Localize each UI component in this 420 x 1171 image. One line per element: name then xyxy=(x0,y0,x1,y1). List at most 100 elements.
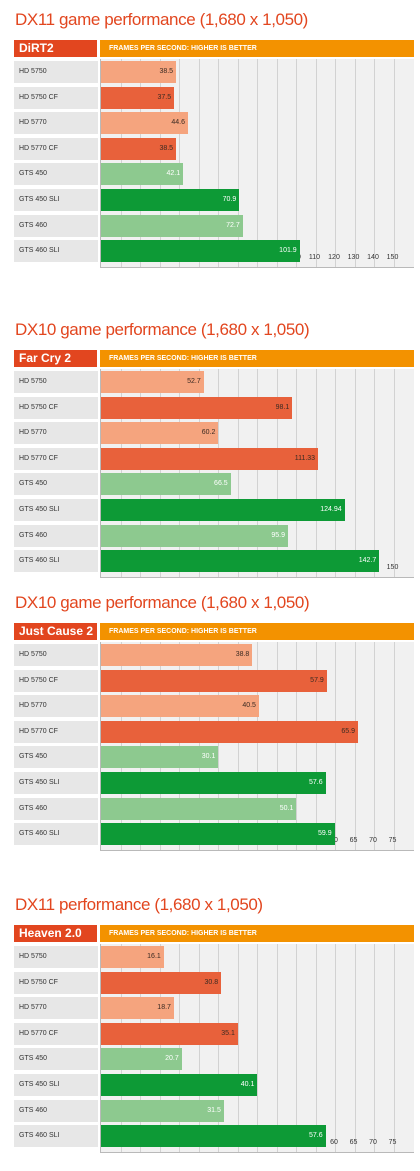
bar-value-label: 37.5 xyxy=(157,93,172,101)
bar: 42.1 xyxy=(101,163,184,186)
bar: 124.94 xyxy=(101,499,345,521)
category-label: GTS 460 SLI xyxy=(14,550,98,573)
bar-value-label: 57.6 xyxy=(309,1132,323,1140)
gridline xyxy=(218,944,219,1152)
category-label: GTS 460 SLI xyxy=(14,1125,98,1148)
bar: 18.7 xyxy=(101,997,174,1020)
gridline xyxy=(374,369,375,577)
gridline xyxy=(296,59,297,267)
x-tick-label: 65 xyxy=(349,1139,358,1146)
gridline xyxy=(179,944,180,1152)
bar: 20.7 xyxy=(101,1048,182,1071)
bar-value-label: 65.9 xyxy=(341,727,355,735)
gridline xyxy=(374,642,375,850)
x-tick-label: 70 xyxy=(369,1139,377,1146)
category-label: GTS 450 xyxy=(14,1048,98,1071)
bar-value-label: 35.1 xyxy=(221,1029,235,1037)
category-label: HD 5770 CF xyxy=(14,447,98,470)
category-label: GTS 460 xyxy=(14,797,98,820)
gridline xyxy=(198,369,200,577)
gridline xyxy=(159,944,161,1152)
gridline xyxy=(237,642,239,850)
bar: 52.7 xyxy=(101,371,204,393)
x-tick-label: 60 xyxy=(330,1139,338,1146)
gridline xyxy=(237,944,239,1152)
bar-value-label: 52.7 xyxy=(187,378,201,385)
bar: 44.6 xyxy=(101,112,188,135)
gridline xyxy=(335,59,336,267)
bar-value-label: 40.1 xyxy=(240,1081,255,1088)
category-label: HD 5770 xyxy=(14,422,98,445)
gridline xyxy=(198,944,200,1152)
bar: 30.1 xyxy=(101,746,219,769)
bar-value-label: 57.6 xyxy=(309,779,323,786)
category-label: HD 5750 CF xyxy=(14,396,98,419)
metric-caption: FRAMES PER SECOND: HIGHER IS BETTER xyxy=(100,623,414,640)
bar: 57.6 xyxy=(101,772,326,794)
gridline xyxy=(276,59,278,267)
gridline xyxy=(179,369,180,577)
category-label: HD 5770 CF xyxy=(14,1022,98,1045)
bar-value-label: 40.5 xyxy=(242,702,256,710)
bar-value-label: 60.2 xyxy=(201,429,216,437)
bar: 59.9 xyxy=(101,823,335,846)
bar: 95.9 xyxy=(101,524,288,547)
bar: 66.5 xyxy=(101,473,231,496)
gridline xyxy=(120,369,122,577)
chart-title: DX11 game performance (1,680 x 1,050) xyxy=(15,10,308,29)
gridline xyxy=(140,59,141,267)
category-label: GTS 460 xyxy=(14,524,98,547)
bar-value-label: 38.5 xyxy=(159,144,174,152)
gridline xyxy=(218,59,219,267)
bar-value-label: 98.1 xyxy=(275,403,290,411)
bar-value-label: 111.33 xyxy=(294,454,316,462)
gridline xyxy=(374,59,375,267)
game-label: Just Cause 2 xyxy=(14,623,97,640)
category-label: HD 5750 xyxy=(14,644,98,666)
x-tick-label: 130 xyxy=(347,254,360,261)
bar: 65.9 xyxy=(101,720,358,743)
gridline xyxy=(237,369,239,577)
x-tick-label: 150 xyxy=(386,254,399,261)
category-label: GTS 460 SLI xyxy=(14,240,98,263)
bar: 50.1 xyxy=(101,797,297,820)
gridline xyxy=(198,642,200,850)
gridline xyxy=(159,59,161,267)
gridline xyxy=(315,369,317,577)
bar-value-label: 38.8 xyxy=(235,651,250,658)
bar: 31.5 xyxy=(101,1099,224,1122)
gridline xyxy=(218,642,219,850)
x-tick-label: 140 xyxy=(367,254,379,261)
x-tick-label: 110 xyxy=(308,254,321,261)
gridline xyxy=(354,944,356,1152)
gridline xyxy=(198,59,200,267)
x-tick-label: 75 xyxy=(388,1139,397,1146)
category-label: GTS 450 SLI xyxy=(14,189,98,211)
x-tick-label: 70 xyxy=(369,837,377,844)
chart-title: DX10 game performance (1,680 x 1,050) xyxy=(15,320,310,339)
gridline xyxy=(179,642,180,850)
bar-value-label: 57.9 xyxy=(310,676,324,684)
gridline xyxy=(120,944,122,1152)
bar: 35.1 xyxy=(101,1022,238,1045)
bar-value-label: 42.1 xyxy=(166,170,181,178)
category-label: HD 5750 xyxy=(14,371,98,393)
x-tick-label: 150 xyxy=(386,564,399,571)
gridline xyxy=(257,59,258,267)
category-label: GTS 450 SLI xyxy=(14,499,98,521)
bar-value-label: 18.7 xyxy=(157,1004,171,1012)
bar: 111.33 xyxy=(101,447,319,470)
gridline xyxy=(335,944,336,1152)
chart-title: DX11 performance (1,680 x 1,050) xyxy=(15,895,263,914)
game-label: DiRT2 xyxy=(14,40,97,57)
gridline xyxy=(237,59,239,267)
gridline xyxy=(159,369,161,577)
category-label: HD 5770 CF xyxy=(14,137,98,160)
gridline xyxy=(140,944,141,1152)
bar-value-label: 38.5 xyxy=(159,68,174,75)
x-tick-label: 120 xyxy=(328,254,340,261)
gridline xyxy=(120,59,122,267)
gridline xyxy=(393,59,395,267)
category-label: HD 5770 xyxy=(14,695,98,718)
bar-value-label: 44.6 xyxy=(171,119,185,127)
